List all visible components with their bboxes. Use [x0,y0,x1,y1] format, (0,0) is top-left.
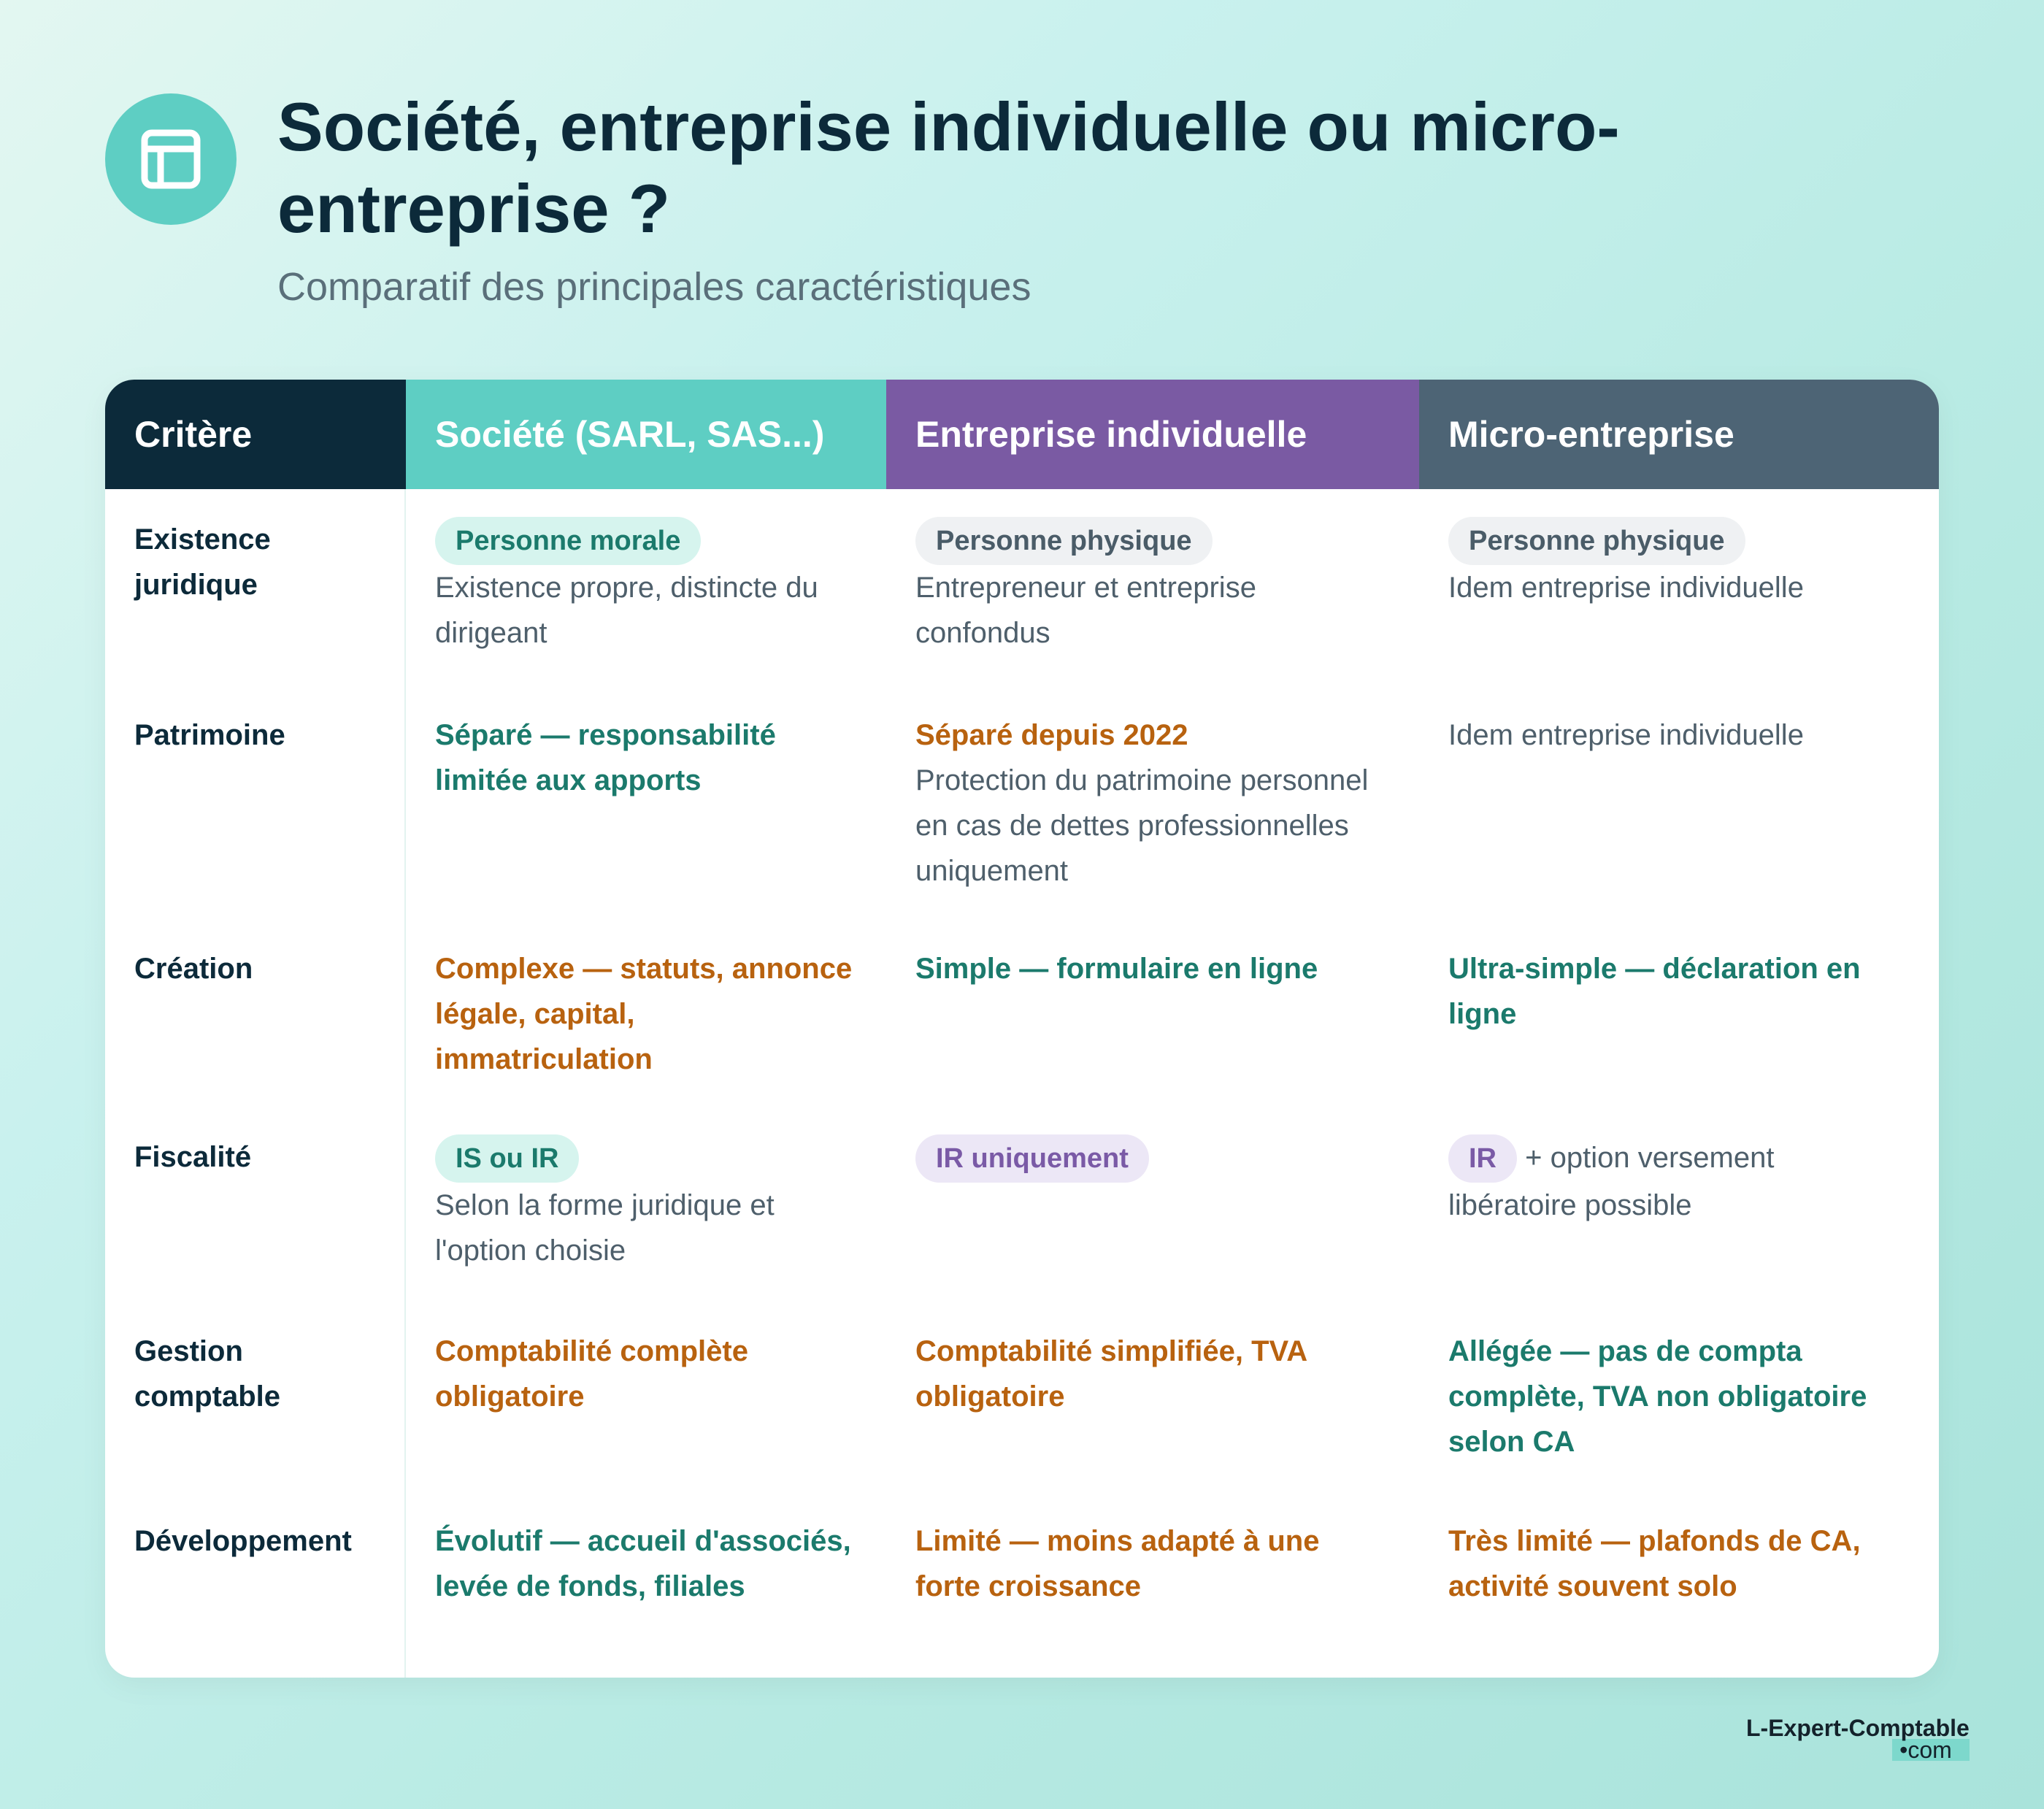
table-row: Développement Évolutif — accueil d'assoc… [105,1491,1939,1678]
table-cell: Simple — formulaire en ligne [886,918,1419,1107]
table-row: Patrimoine Séparé — responsabilité limit… [105,685,1939,918]
table-cell: IS ou IR Selon la forme juridique et l'o… [406,1107,886,1301]
cell-text: Très limité — plafonds de CA, activité s… [1448,1525,1861,1602]
table-cell: Personne morale Existence propre, distin… [406,489,886,685]
cell-headline: Séparé depuis 2022 [915,719,1188,751]
criterion-label: Patrimoine [105,685,406,918]
logo-text: L-Expert-Comptable [1746,1715,1970,1741]
brand-logo: L-Expert-Comptable •com [1746,1715,1970,1762]
table-cell: Comptabilité complète obligatoire [406,1301,886,1491]
table-cell: Complexe — statuts, annonce légale, capi… [406,918,886,1107]
criterion-label: Développement [105,1491,406,1678]
table-cell: Ultra-simple — déclaration en ligne [1419,918,1939,1107]
cell-text: Protection du patrimoine personnel en ca… [915,764,1369,887]
status-badge: IS ou IR [435,1134,580,1183]
table-cell: Personne physique Idem entreprise indivi… [1419,489,1939,685]
cell-text: Existence propre, distincte du dirigeant [435,572,818,649]
criterion-label: Création [105,918,406,1107]
table-row: Existence juridique Personne morale Exis… [105,489,1939,685]
status-badge: Personne physique [915,517,1213,565]
criterion-label: Existence juridique [105,489,406,685]
page-subtitle: Comparatif des principales caractéristiq… [277,265,1031,309]
cell-text: libératoire possible [1448,1189,1692,1221]
logo-suffix: •com [1892,1738,1970,1762]
criterion-label: Fiscalité [105,1107,406,1301]
table-row: Fiscalité IS ou IR Selon la forme juridi… [105,1107,1939,1301]
cell-text: Selon la forme juridique et l'option cho… [435,1189,775,1267]
status-badge: Personne physique [1448,517,1745,565]
cell-text: Entrepreneur et entreprise confondus [915,572,1256,649]
table-cell: Allégée — pas de compta complète, TVA no… [1419,1301,1939,1491]
table-cell: Évolutif — accueil d'associés, levée de … [406,1491,886,1678]
cell-text: Simple — formulaire en ligne [915,953,1318,985]
column-header-criterion: Critère [105,380,406,489]
cell-text: Évolutif — accueil d'associés, levée de … [435,1525,851,1602]
comparison-table: Critère Société (SARL, SAS...) Entrepris… [105,380,1939,1678]
column-header-entreprise-individuelle: Entreprise individuelle [886,380,1419,489]
table-layout-icon [141,129,201,189]
table-cell: Très limité — plafonds de CA, activité s… [1419,1491,1939,1678]
table-header: Critère Société (SARL, SAS...) Entrepris… [105,380,1939,489]
cell-text: Idem entreprise individuelle [1448,719,1804,751]
column-header-micro-entreprise: Micro-entreprise [1419,380,1939,489]
table-row: Gestion comptable Comptabilité complète … [105,1301,1939,1491]
table-cell: Idem entreprise individuelle [1419,685,1939,918]
cell-inline-text: + option versement [1525,1142,1775,1174]
cell-text: Limité — moins adapté à une forte croiss… [915,1525,1320,1602]
cell-text: Idem entreprise individuelle [1448,572,1804,604]
cell-text: Ultra-simple — déclaration en ligne [1448,953,1861,1030]
status-badge: IR uniquement [915,1134,1149,1183]
column-header-societe: Société (SARL, SAS...) [406,380,886,489]
cell-text: Comptabilité complète obligatoire [435,1335,748,1413]
table-cell: IR + option versement libératoire possib… [1419,1107,1939,1301]
cell-text: Complexe — statuts, annonce légale, capi… [435,953,853,1075]
cell-text: Allégée — pas de compta complète, TVA no… [1448,1335,1867,1458]
status-badge: Personne morale [435,517,702,565]
table-cell: Limité — moins adapté à une forte croiss… [886,1491,1419,1678]
table-cell: Personne physique Entrepreneur et entrep… [886,489,1419,685]
page-title: Société, entreprise individuelle ou micr… [277,88,1620,247]
table-cell: Comptabilité simplifiée, TVA obligatoire [886,1301,1419,1491]
criterion-label: Gestion comptable [105,1301,406,1491]
status-badge: IR [1448,1134,1517,1183]
table-cell: Séparé depuis 2022 Protection du patrimo… [886,685,1419,918]
header-badge [105,93,237,225]
table-row: Création Complexe — statuts, annonce lég… [105,918,1939,1107]
cell-text: Séparé — responsabilité limitée aux appo… [435,719,776,796]
cell-text: Comptabilité simplifiée, TVA obligatoire [915,1335,1307,1413]
table-cell: IR uniquement [886,1107,1419,1301]
table-cell: Séparé — responsabilité limitée aux appo… [406,685,886,918]
